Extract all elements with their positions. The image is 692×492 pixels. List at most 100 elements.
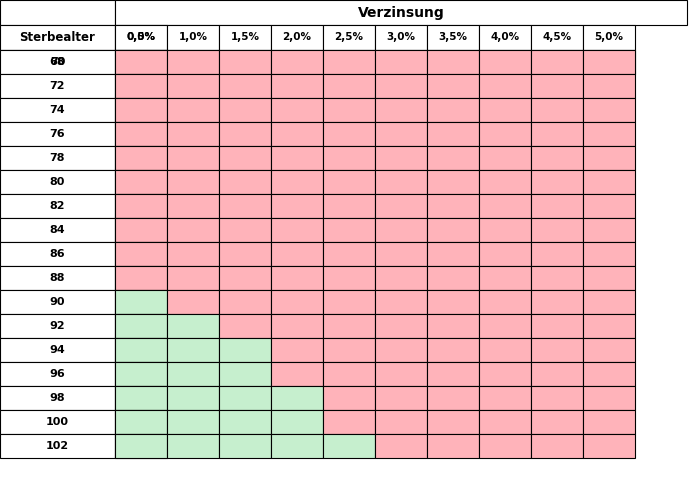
Bar <box>583 386 635 410</box>
Bar <box>115 50 167 74</box>
Bar <box>427 434 479 458</box>
Bar <box>427 98 479 122</box>
Bar <box>167 242 219 266</box>
Bar <box>427 218 479 242</box>
Bar <box>115 194 167 218</box>
Bar <box>115 266 167 290</box>
Bar <box>323 362 375 386</box>
Bar <box>219 290 271 314</box>
Bar <box>583 362 635 386</box>
Bar <box>271 50 323 74</box>
Bar <box>219 434 271 458</box>
Text: 70: 70 <box>50 57 65 67</box>
Bar <box>583 242 635 266</box>
Text: 98: 98 <box>50 393 65 403</box>
Bar <box>0 25 115 50</box>
Bar <box>375 25 427 50</box>
Bar <box>375 314 427 338</box>
Text: 100: 100 <box>46 417 69 427</box>
Bar <box>479 146 531 170</box>
Bar <box>271 242 323 266</box>
Bar <box>583 410 635 434</box>
Bar <box>583 146 635 170</box>
Bar <box>323 50 375 74</box>
Text: 2,0%: 2,0% <box>282 32 311 42</box>
Bar <box>375 146 427 170</box>
Bar <box>375 266 427 290</box>
Bar <box>531 314 583 338</box>
Bar <box>167 266 219 290</box>
Bar <box>0 50 115 74</box>
Bar <box>219 218 271 242</box>
Bar <box>427 338 479 362</box>
Text: 102: 102 <box>46 441 69 451</box>
Bar <box>115 410 167 434</box>
Bar <box>583 194 635 218</box>
Bar <box>219 170 271 194</box>
Bar <box>323 242 375 266</box>
Bar <box>0 122 115 146</box>
Bar <box>427 50 479 74</box>
Bar <box>115 266 167 290</box>
Bar <box>583 314 635 338</box>
Bar <box>375 194 427 218</box>
Bar <box>479 170 531 194</box>
Bar <box>271 170 323 194</box>
Bar <box>531 170 583 194</box>
Bar <box>115 362 167 386</box>
Bar <box>531 290 583 314</box>
Text: 1,5%: 1,5% <box>230 32 260 42</box>
Bar <box>479 434 531 458</box>
Text: 0,5%: 0,5% <box>127 32 156 42</box>
Bar <box>219 50 271 74</box>
Bar <box>0 266 115 290</box>
Bar <box>115 434 167 458</box>
Bar <box>271 74 323 98</box>
Bar <box>583 170 635 194</box>
Bar <box>375 50 427 74</box>
Text: 3,0%: 3,0% <box>387 32 415 42</box>
Bar <box>115 25 167 50</box>
Text: 88: 88 <box>50 273 65 283</box>
Bar <box>219 386 271 410</box>
Bar <box>323 50 375 74</box>
Bar <box>115 362 167 386</box>
Bar <box>167 410 219 434</box>
Bar <box>479 98 531 122</box>
Bar <box>323 194 375 218</box>
Bar <box>427 242 479 266</box>
Bar <box>375 362 427 386</box>
Bar <box>115 146 167 170</box>
Bar <box>323 338 375 362</box>
Bar <box>375 410 427 434</box>
Bar <box>167 98 219 122</box>
Bar <box>427 362 479 386</box>
Bar <box>323 314 375 338</box>
Bar <box>531 410 583 434</box>
Bar <box>479 74 531 98</box>
Bar <box>271 410 323 434</box>
Bar <box>479 290 531 314</box>
Bar <box>219 410 271 434</box>
Bar <box>115 0 687 25</box>
Text: 82: 82 <box>50 201 65 211</box>
Bar <box>479 50 531 74</box>
Text: 74: 74 <box>50 105 65 115</box>
Bar <box>167 434 219 458</box>
Bar <box>271 434 323 458</box>
Text: 68: 68 <box>50 57 65 67</box>
Bar <box>219 242 271 266</box>
Text: 4,5%: 4,5% <box>543 32 572 42</box>
Bar <box>583 290 635 314</box>
Bar <box>219 74 271 98</box>
Text: 94: 94 <box>50 345 65 355</box>
Bar <box>427 386 479 410</box>
Bar <box>531 386 583 410</box>
Bar <box>167 338 219 362</box>
Bar <box>167 50 219 74</box>
Text: 1,0%: 1,0% <box>179 32 208 42</box>
Bar <box>271 194 323 218</box>
Bar <box>115 74 167 98</box>
Bar <box>0 338 115 362</box>
Bar <box>479 362 531 386</box>
